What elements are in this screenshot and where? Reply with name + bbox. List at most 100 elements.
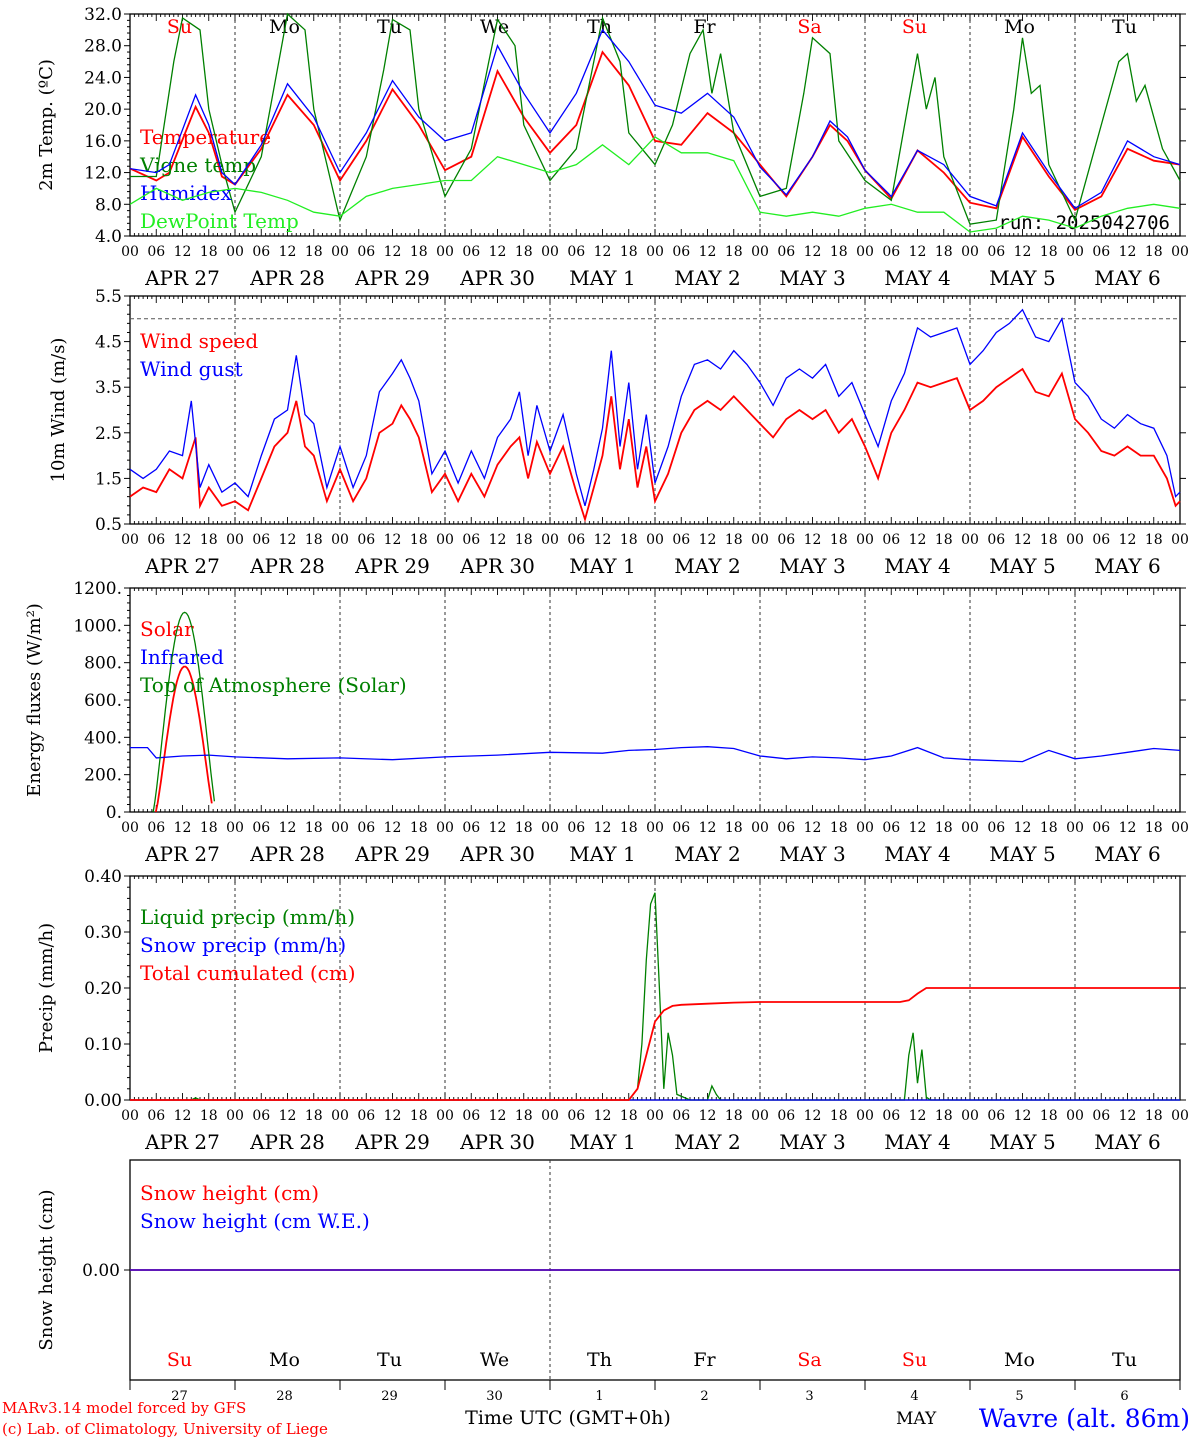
x-hour-label: 18	[515, 820, 533, 836]
y-tick-label: 0.20	[84, 979, 122, 999]
x-hour-label: 12	[279, 1108, 297, 1124]
x-hour-label: 18	[515, 532, 533, 548]
x-date-label: APR 29	[354, 842, 430, 866]
x-hour-label: 06	[357, 1108, 375, 1124]
x-date-label: MAY 1	[569, 266, 635, 290]
x-hour-label: 06	[147, 532, 165, 548]
x-date-label: APR 29	[354, 1130, 430, 1154]
weekday-label: Mo	[1004, 16, 1035, 38]
y-tick-label: 200.	[84, 766, 122, 786]
x-hour-label: 06	[672, 532, 690, 548]
x-hour-label: 00	[331, 1108, 349, 1124]
x-hour-label: 00	[961, 244, 979, 260]
x-hour-label: 00	[856, 532, 874, 548]
x-hour-label: 12	[699, 1108, 717, 1124]
y-tick-label: 0.10	[84, 1035, 122, 1055]
legend-entry: Top of Atmosphere (Solar)	[140, 673, 407, 697]
x-hour-label: 06	[252, 532, 270, 548]
x-hour-label: 18	[620, 532, 638, 548]
x-hour-label: 18	[1145, 244, 1163, 260]
series-line-total-cumulated-cm-	[130, 987, 1180, 1101]
x-hour-label: 12	[594, 820, 612, 836]
x-hour-label: 00	[226, 244, 244, 260]
x-hour-label: 18	[935, 244, 953, 260]
time-axis-title: Time UTC (GMT+0h)	[465, 1407, 671, 1429]
y-tick-label: 800.	[84, 654, 122, 674]
x-hour-label: 00	[646, 1108, 664, 1124]
weekday-label: Su	[167, 16, 192, 38]
y-tick-label: 1200.	[73, 579, 122, 599]
x-date-label: MAY 5	[989, 1130, 1055, 1154]
x-hour-label: 00	[751, 1108, 769, 1124]
x-hour-label: 18	[515, 1108, 533, 1124]
x-hour-label: 00	[751, 532, 769, 548]
x-hour-label: 18	[725, 1108, 743, 1124]
legend-entry: Solar	[140, 617, 194, 641]
x-hour-label: 00	[961, 532, 979, 548]
x-hour-label: 06	[1092, 244, 1110, 260]
x-hour-label: 06	[567, 820, 585, 836]
x-hour-label: 12	[174, 244, 192, 260]
weekday-label: Th	[587, 1349, 612, 1371]
x-hour-label: 00	[121, 244, 139, 260]
x-hour-label: 00	[331, 532, 349, 548]
x-hour-label: 18	[200, 1108, 218, 1124]
x-hour-label: 00	[1171, 820, 1189, 836]
x-hour-label: 12	[909, 244, 927, 260]
x-hour-label: 18	[410, 532, 428, 548]
x-date-label: MAY 6	[1094, 266, 1160, 290]
y-tick-label: 4.0	[95, 227, 122, 247]
x-hour-label: 06	[357, 820, 375, 836]
x-hour-label: 00	[226, 1108, 244, 1124]
x-date-label: MAY 3	[779, 842, 845, 866]
x-hour-label: 06	[567, 1108, 585, 1124]
x-hour-label: 06	[462, 1108, 480, 1124]
x-date-label: MAY 3	[779, 266, 845, 290]
y-axis-label: Energy fluxes (W/m²)	[24, 603, 45, 797]
x-hour-label: 00	[541, 532, 559, 548]
legend-entry: Wind speed	[140, 329, 258, 353]
x-hour-label: 06	[777, 244, 795, 260]
x-hour-label: 12	[594, 244, 612, 260]
x-hour-label: 18	[620, 820, 638, 836]
day-number-label: 1	[595, 1389, 603, 1404]
x-hour-label: 12	[909, 1108, 927, 1124]
x-hour-label: 12	[1119, 820, 1137, 836]
x-hour-label: 18	[830, 820, 848, 836]
x-date-label: APR 28	[249, 266, 325, 290]
x-hour-label: 06	[882, 1108, 900, 1124]
x-hour-label: 18	[830, 1108, 848, 1124]
x-hour-label: 18	[1145, 1108, 1163, 1124]
x-date-label: APR 29	[354, 554, 430, 578]
x-hour-label: 18	[725, 820, 743, 836]
x-hour-label: 18	[305, 244, 323, 260]
x-hour-label: 06	[147, 820, 165, 836]
x-hour-label: 12	[489, 1108, 507, 1124]
x-hour-label: 06	[1092, 820, 1110, 836]
y-tick-label: 3.5	[95, 378, 122, 398]
y-tick-label: 0.30	[84, 923, 122, 943]
x-date-label: MAY 1	[569, 554, 635, 578]
x-hour-label: 12	[1014, 1108, 1032, 1124]
x-hour-label: 00	[961, 820, 979, 836]
y-tick-label: 1.5	[95, 469, 122, 489]
legend-entry: Infrared	[140, 645, 224, 669]
x-hour-label: 12	[279, 532, 297, 548]
x-hour-label: 06	[462, 820, 480, 836]
weekday-label: Tu	[1112, 1349, 1137, 1371]
y-tick-label: 0.00	[84, 1091, 122, 1111]
x-hour-label: 18	[935, 1108, 953, 1124]
x-date-label: APR 28	[249, 842, 325, 866]
x-hour-label: 00	[1171, 244, 1189, 260]
x-hour-label: 06	[777, 1108, 795, 1124]
x-hour-label: 18	[1145, 532, 1163, 548]
x-date-label: MAY 4	[884, 842, 950, 866]
x-date-label: MAY 2	[674, 554, 740, 578]
x-hour-label: 06	[987, 532, 1005, 548]
x-hour-label: 00	[1066, 532, 1084, 548]
x-date-label: APR 27	[144, 554, 220, 578]
x-hour-label: 00	[1066, 820, 1084, 836]
x-date-label: MAY 4	[884, 554, 950, 578]
x-hour-label: 06	[777, 532, 795, 548]
x-hour-label: 12	[489, 820, 507, 836]
